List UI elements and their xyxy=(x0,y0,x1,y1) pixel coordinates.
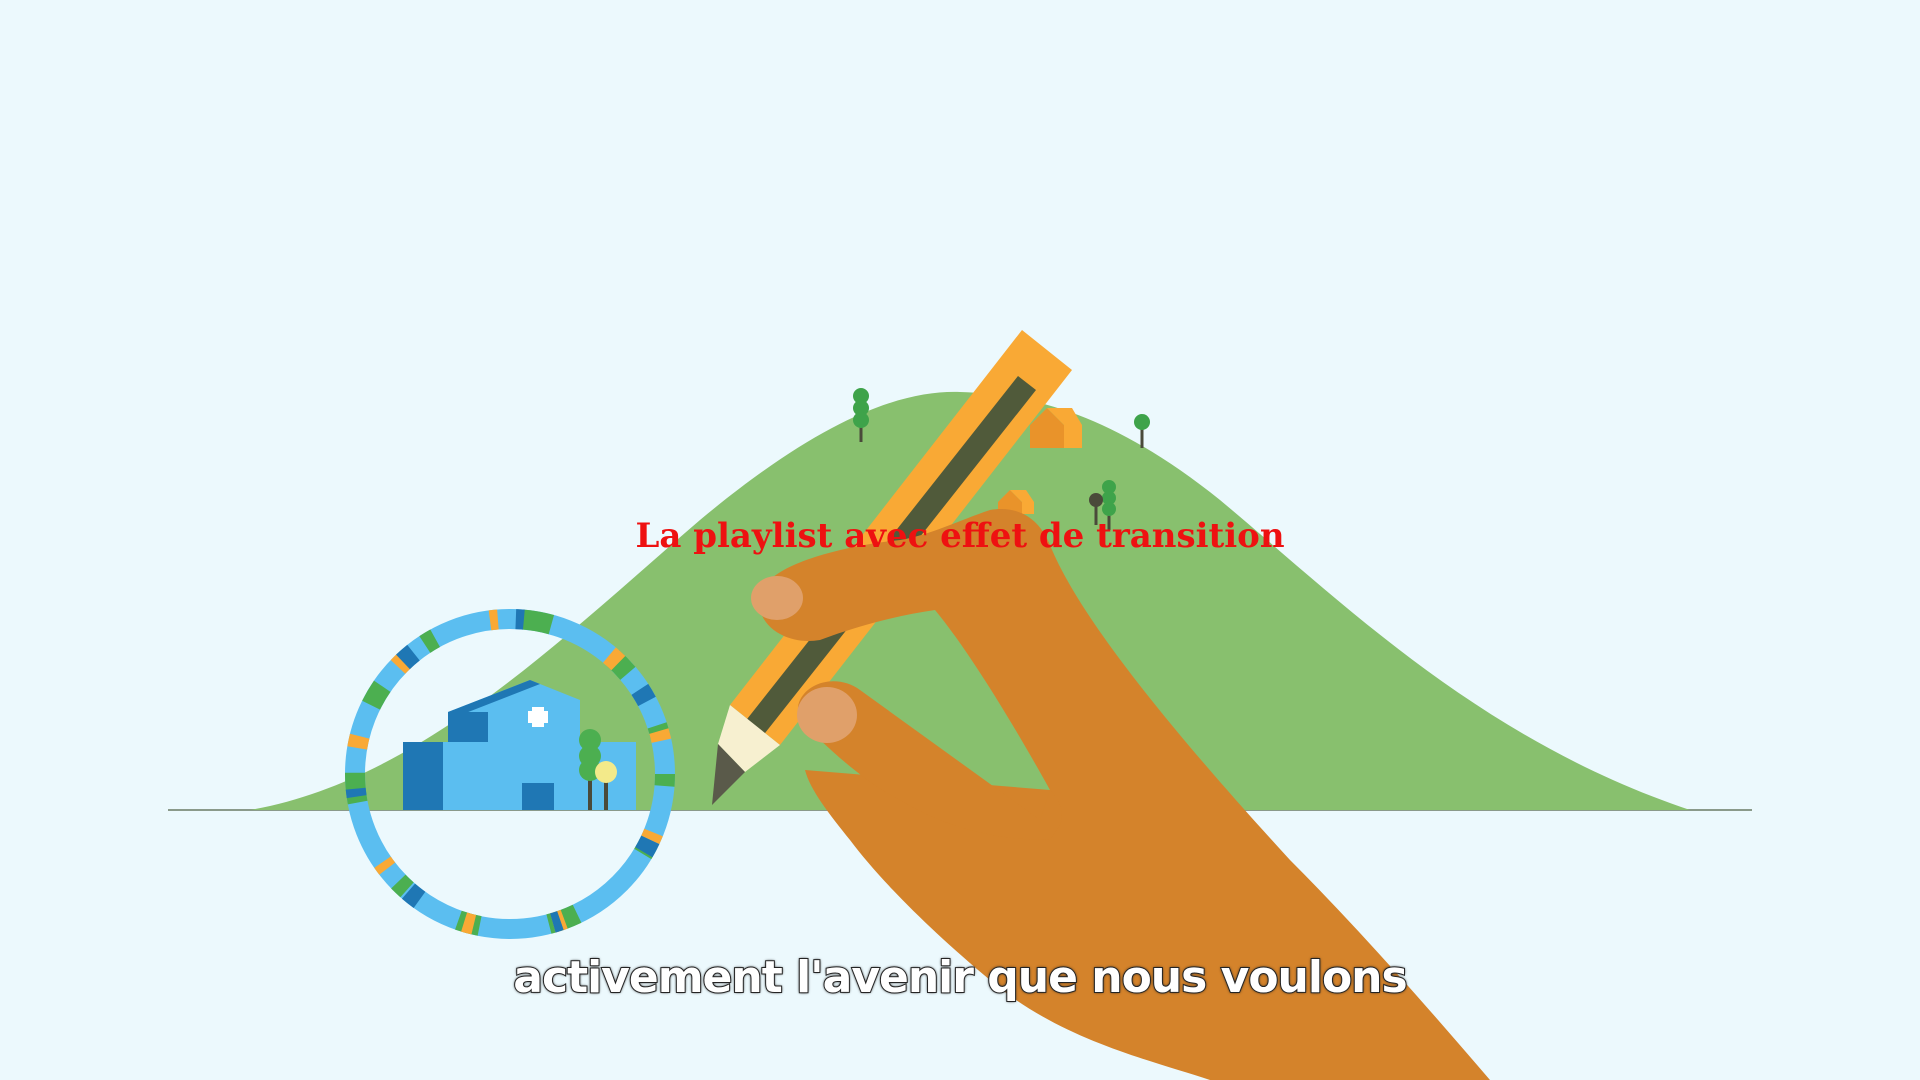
tree-icon xyxy=(853,388,869,442)
house-icon xyxy=(998,490,1034,514)
tree-icon xyxy=(1089,480,1116,530)
tree-icon xyxy=(579,729,617,810)
overlay-title: La playlist avec effet de transition xyxy=(635,516,1285,556)
ring-icon xyxy=(345,609,675,939)
house-icon xyxy=(1030,408,1082,448)
video-subtitle: activement l'avenir que nous voulons xyxy=(512,951,1408,1004)
tree-icon xyxy=(1134,414,1150,448)
hand-icon xyxy=(751,509,1490,1080)
